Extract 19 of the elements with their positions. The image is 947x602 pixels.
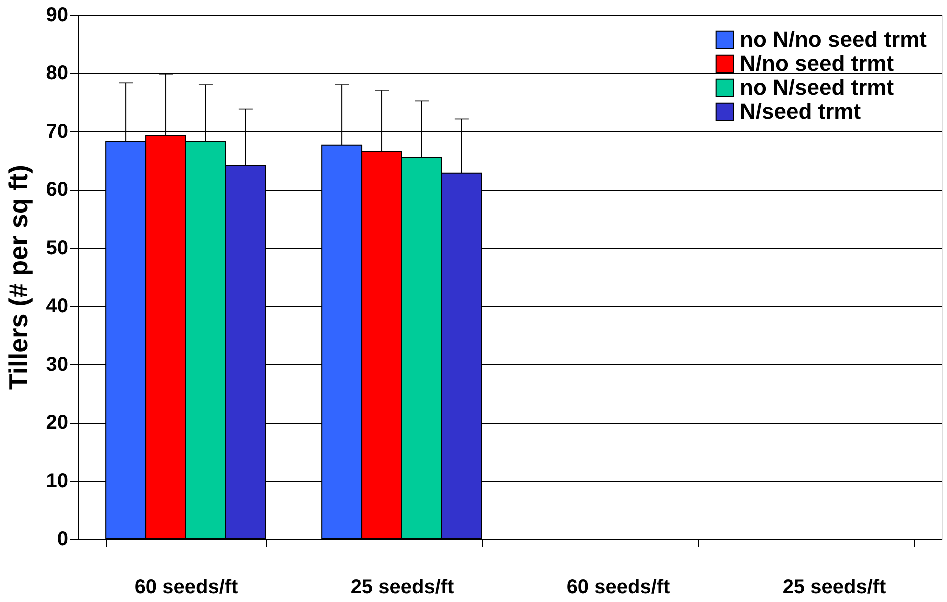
legend-label: N/no seed trmt <box>740 51 895 76</box>
x-tick-label: 60 seeds/ft <box>566 576 671 598</box>
y-tick-label: 60 <box>46 179 68 202</box>
y-tick-label: 70 <box>46 120 68 143</box>
y-tick-label: 50 <box>46 237 68 260</box>
legend-label: no N/no seed trmt <box>740 27 928 52</box>
y-tick-label: 10 <box>46 470 68 492</box>
y-tick-label: 20 <box>46 412 68 434</box>
y-tick-label: 40 <box>46 296 68 318</box>
x-tick-label: 60 seeds/ft <box>134 576 239 598</box>
legend-label: no N/seed trmt <box>740 75 895 100</box>
y-tick-label: 90 <box>46 4 68 26</box>
y-tick-label: 80 <box>46 62 68 85</box>
y-axis-title: Tillers (# per sq ft) <box>3 165 34 390</box>
x-tick-label: 25 seeds/ft <box>782 576 887 598</box>
y-tick-label: 30 <box>46 354 68 376</box>
y-tick-label: 0 <box>57 528 68 550</box>
legend-label: N/seed trmt <box>740 99 862 124</box>
x-tick-label: 25 seeds/ft <box>350 576 455 598</box>
